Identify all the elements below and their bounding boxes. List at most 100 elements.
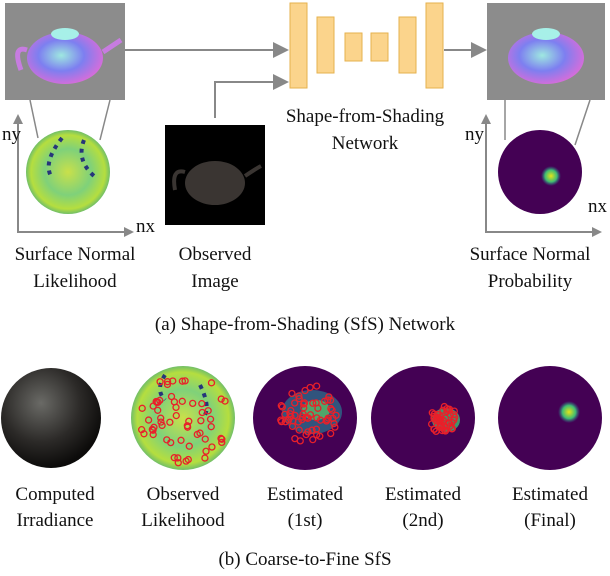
estimate-plot: [371, 366, 475, 470]
item-label: Estimated: [385, 484, 461, 505]
sample-ring: [432, 417, 440, 425]
item-label: Irradiance: [17, 510, 94, 531]
sample-ring: [218, 435, 226, 443]
sample-ring: [301, 386, 309, 395]
sample-ring: [167, 438, 175, 447]
sample-ring: [313, 414, 321, 422]
sample-ring: [277, 402, 285, 410]
image-label: Image: [191, 271, 238, 292]
sample-ring: [206, 415, 215, 423]
sample-ring: [181, 377, 189, 385]
sample-ring: [295, 395, 303, 403]
sample-ring: [440, 426, 449, 434]
sample-ring: [316, 432, 324, 440]
sample-ring: [169, 377, 177, 385]
sample-ring: [204, 407, 212, 415]
axis: [485, 120, 596, 233]
item-label: (2nd): [402, 510, 443, 531]
plot-label: Probability: [488, 271, 573, 292]
network: [289, 2, 444, 89]
sample-ring: [330, 419, 338, 428]
sample-ring: [288, 389, 296, 398]
sample-ring: [328, 406, 336, 414]
sample-ring: [218, 438, 226, 447]
probability-plot: [498, 130, 582, 214]
sample-ring: [444, 406, 452, 414]
sample-ring: [291, 399, 299, 407]
plot-label: Surface Normal: [15, 244, 136, 265]
sample-ring: [167, 392, 176, 401]
sample-ring: [177, 436, 185, 444]
sample-ring: [331, 423, 339, 431]
sample-points: [137, 377, 229, 467]
estimate-plot: [498, 366, 602, 470]
sample-ring: [207, 379, 216, 387]
irradiance-sphere: [1, 368, 101, 468]
item-label: Observed: [147, 484, 220, 505]
sample-ring: [154, 406, 162, 414]
sample-ring: [172, 411, 180, 420]
probability-peak: [541, 166, 561, 186]
sample-ring: [320, 397, 329, 405]
sample-ring: [189, 399, 197, 408]
arrow: [214, 74, 289, 118]
sample-ring: [309, 436, 317, 444]
sample-ring: [313, 382, 321, 390]
sample-ring: [300, 404, 308, 412]
sample-ring: [144, 416, 153, 424]
sample-ring: [325, 393, 333, 401]
sample-ring: [432, 427, 440, 436]
sample-ring: [299, 400, 308, 408]
sample-ring: [217, 395, 225, 403]
sample-ring: [163, 378, 172, 386]
sample-ring: [174, 459, 182, 467]
likelihood-ridge: [46, 136, 96, 180]
sample-points: [277, 382, 340, 445]
likelihood-plot: [131, 366, 235, 470]
sample-ring: [138, 404, 146, 412]
item-label: (1st): [288, 510, 323, 531]
probability-peak: [558, 401, 580, 423]
sample-ring: [437, 413, 445, 421]
sample-ring: [327, 404, 335, 413]
sample-ring: [450, 416, 458, 424]
input-normal-map: [5, 3, 125, 100]
sample-ring: [284, 416, 293, 424]
sample-ring: [183, 422, 192, 430]
sample-ring: [295, 426, 303, 434]
sample-ring: [201, 435, 209, 443]
sample-ring: [327, 429, 335, 438]
item-label: Likelihood: [141, 510, 225, 531]
sample-ring: [306, 383, 314, 392]
sample-ring: [207, 423, 215, 431]
sample-ring: [156, 378, 164, 386]
sample-points: [427, 402, 459, 436]
sample-ring: [302, 413, 310, 422]
sample-ring: [185, 417, 193, 425]
sample-ring: [287, 406, 295, 415]
sample-ring: [149, 430, 157, 439]
sample-ring: [281, 410, 289, 419]
axis: [17, 120, 128, 233]
sample-ring: [296, 437, 304, 445]
x-axis-label: nx: [588, 196, 608, 217]
sample-ring: [202, 447, 210, 455]
sample-ring: [137, 426, 146, 434]
item-label: (Final): [524, 510, 576, 531]
sample-ring: [314, 404, 322, 412]
sample-ring: [152, 397, 160, 406]
item-label: Estimated: [267, 484, 343, 505]
sample-ring: [178, 397, 186, 405]
sample-ring: [217, 434, 225, 443]
sample-ring: [304, 428, 312, 436]
sample-ring: [430, 410, 438, 418]
sample-ring: [308, 426, 316, 434]
teapot: [185, 161, 245, 205]
sample-ring: [208, 443, 216, 451]
sample-ring: [198, 399, 206, 408]
sample-ring: [436, 416, 444, 424]
sample-ring: [184, 455, 192, 464]
sample-ring: [295, 392, 303, 400]
sample-ring: [163, 380, 172, 389]
